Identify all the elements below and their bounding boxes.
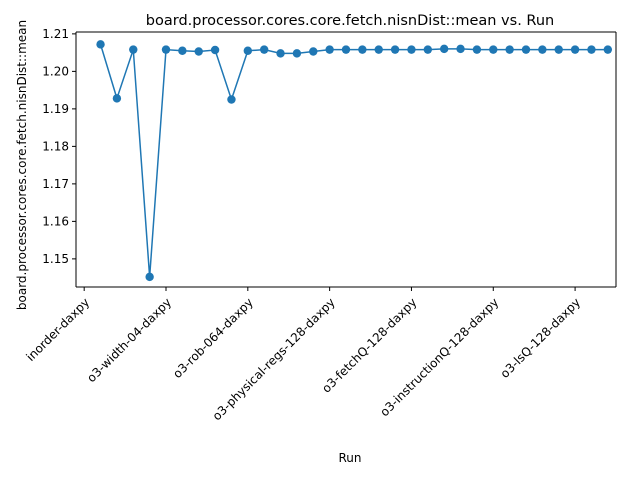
data-point: [129, 45, 138, 54]
data-point: [194, 47, 203, 56]
data-point: [423, 45, 433, 54]
x-tick-label: o3-lsQ-128-daxpy: [498, 295, 584, 381]
data-point: [341, 45, 351, 54]
data-point: [309, 47, 318, 56]
data-point: [439, 44, 449, 54]
data-series: [96, 40, 613, 282]
chart-title: board.processor.cores.core.fetch.nisnDis…: [146, 13, 554, 29]
axes: [75, 31, 617, 288]
y-tick-label: 1.19: [42, 102, 69, 116]
data-point: [325, 45, 334, 54]
y-tick-label: 1.16: [42, 214, 69, 228]
data-point: [538, 45, 547, 54]
y-tick-label: 1.18: [42, 139, 69, 153]
data-point: [489, 45, 498, 54]
data-point: [472, 45, 482, 54]
x-tick-label: o3-width-04-daxpy: [84, 295, 174, 385]
y-tick-label: 1.15: [42, 252, 69, 266]
data-point: [145, 272, 154, 282]
data-point: [456, 44, 465, 54]
data-point: [178, 46, 187, 55]
data-point: [259, 45, 269, 54]
x-axis-label: Run: [338, 451, 361, 465]
y-tick-label: 1.21: [42, 27, 69, 41]
x-tick-label: o3-fetchQ-128-daxpy: [319, 295, 419, 395]
data-point: [374, 45, 383, 54]
series-line: [99, 44, 608, 277]
y-axis-label: board.processor.cores.core.fetch.nisnDis…: [15, 20, 29, 310]
data-point: [587, 45, 596, 54]
data-point: [358, 45, 367, 54]
axis-ticks: 1.15 1.16 1.17 1.18 1.19 1.20 1.21 inorder-daxp…: [24, 27, 584, 423]
data-point: [407, 45, 416, 54]
data-point: [570, 45, 580, 54]
y-tick-label: 1.20: [42, 64, 69, 78]
data-point: [521, 45, 531, 54]
data-point: [276, 49, 285, 58]
data-point: [603, 45, 613, 54]
data-point: [227, 95, 236, 104]
data-point: [554, 45, 563, 54]
data-point: [161, 45, 171, 54]
data-point: [210, 45, 220, 55]
x-tick-label: o3-rob-064-daxpy: [170, 295, 256, 381]
data-point: [243, 46, 253, 55]
data-point: [292, 49, 302, 58]
x-tick-label: inorder-daxpy: [24, 295, 93, 364]
data-point: [112, 94, 122, 103]
data-point: [505, 45, 514, 54]
y-tick-label: 1.17: [42, 177, 69, 191]
data-point: [96, 40, 105, 49]
data-point: [390, 45, 400, 54]
